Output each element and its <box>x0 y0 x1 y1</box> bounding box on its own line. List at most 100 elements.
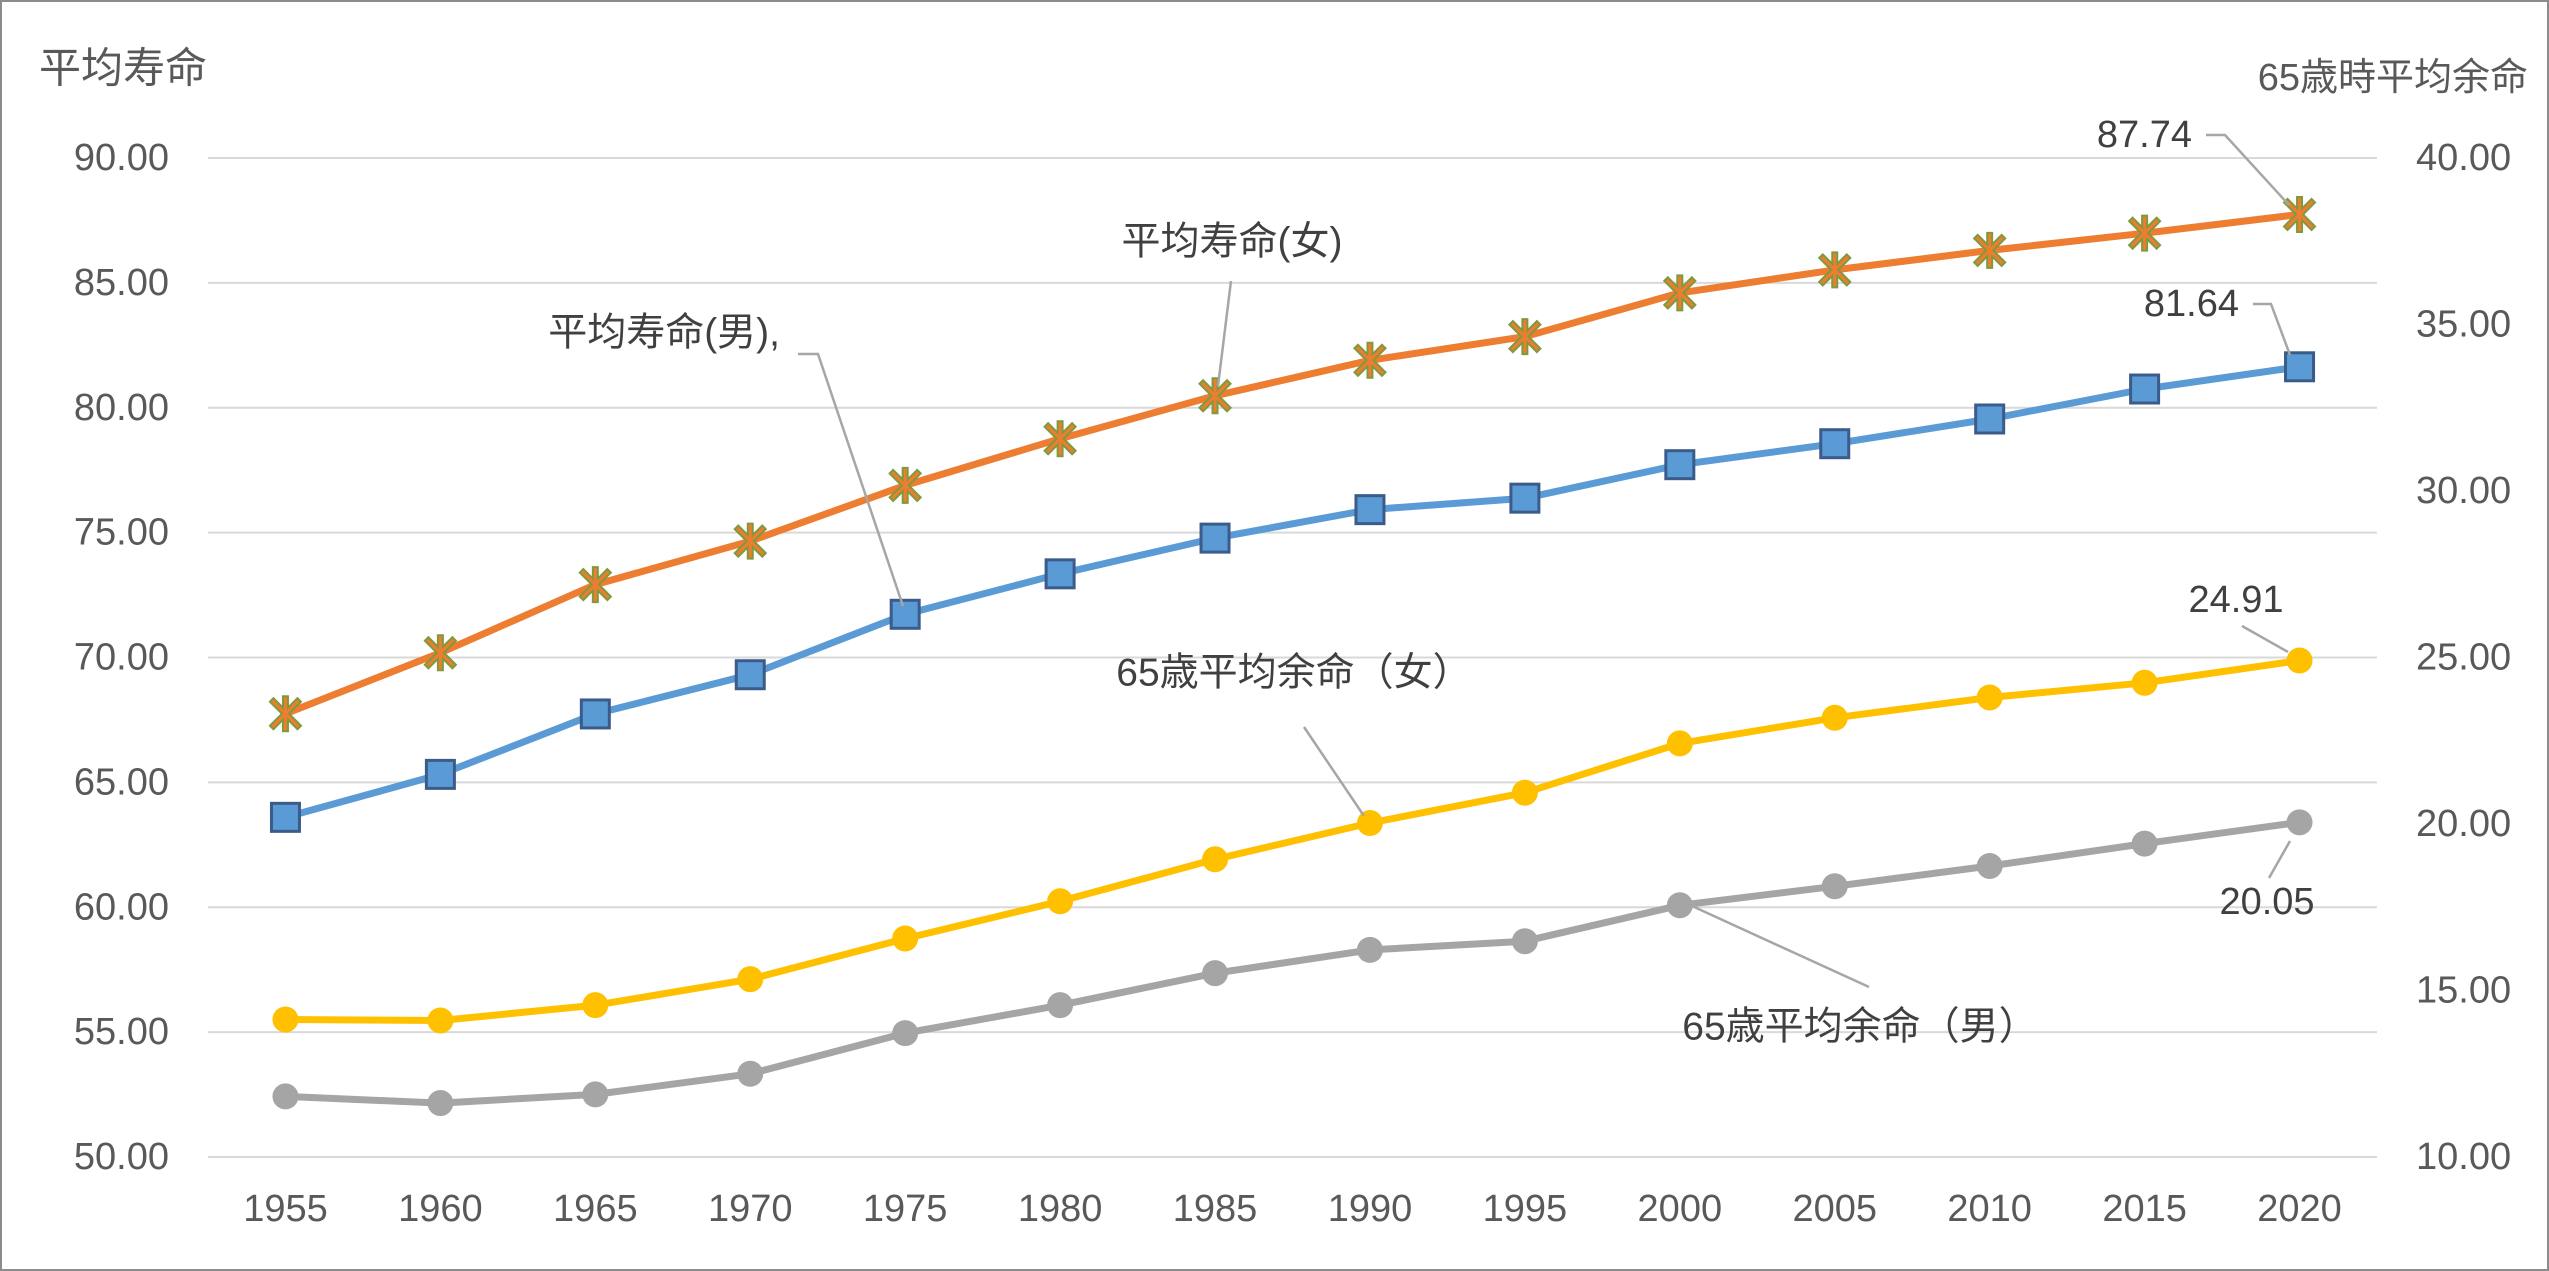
left-axis-tick-labels: 90.00 85.00 80.00 75.00 70.00 65.00 60.00 55.00… <box>74 137 169 1178</box>
data-point-s2-1990 <box>1353 341 1387 379</box>
data-label-male-life-2020: 81.64 <box>2144 283 2239 325</box>
y2-tick-label: 20.00 <box>2416 803 2511 845</box>
data-point-s2-1995 <box>1507 318 1542 356</box>
data-point-s4-1995 <box>1511 928 1538 955</box>
y-tick-label: 80.00 <box>74 387 169 429</box>
series-line-2 <box>282 210 2303 718</box>
x-tick-label: 1980 <box>1018 1188 1103 1230</box>
data-point-s2-2010 <box>1972 231 2007 269</box>
data-label-female-65-2020: 24.91 <box>2188 579 2283 621</box>
data-point-s1-2005 <box>1819 428 1851 460</box>
gridlines <box>208 157 2377 1158</box>
x-tick-label: 1990 <box>1328 1188 1413 1230</box>
data-point-s1-1965 <box>579 698 611 730</box>
series-line-3 <box>282 657 2303 1024</box>
right-axis-tick-labels: 40.00 35.00 30.00 25.00 20.00 15.00 10.00 <box>2416 137 2511 1178</box>
data-point-s1-2000 <box>1664 449 1696 481</box>
data-point-s1-1955 <box>269 801 301 833</box>
data-label-leader-male-65 <box>2267 840 2292 879</box>
y-tick-label: 90.00 <box>74 137 169 179</box>
data-point-s4-1955 <box>272 1083 299 1110</box>
data-point-s1-1960 <box>424 758 456 790</box>
y2-tick-label: 40.00 <box>2416 137 2511 179</box>
x-tick-label: 1975 <box>863 1188 948 1230</box>
y2-tick-label: 35.00 <box>2416 304 2511 346</box>
data-labels: 87.74 81.64 24.91 20.05 <box>2097 114 2315 923</box>
x-tick-label: 2015 <box>2102 1188 2187 1230</box>
data-point-s1-1985 <box>1199 522 1231 554</box>
callout-leader-male-65 <box>1691 904 1870 989</box>
data-point-s2-1980 <box>1043 420 1078 458</box>
data-point-s4-1990 <box>1356 936 1383 963</box>
data-point-s3-1990 <box>1356 810 1383 837</box>
data-point-s3-1965 <box>582 992 609 1019</box>
y-tick-label: 85.00 <box>74 262 169 304</box>
data-point-s1-2020 <box>2284 351 2316 383</box>
data-point-s3-2000 <box>1666 730 1693 757</box>
data-point-s3-1975 <box>892 925 919 952</box>
data-point-s1-1970 <box>734 659 766 691</box>
data-point-s1-2010 <box>1974 403 2006 435</box>
data-point-s1-1975 <box>889 598 921 630</box>
data-point-s4-2005 <box>1821 873 1848 900</box>
y-tick-label: 70.00 <box>74 637 169 679</box>
x-tick-label: 2000 <box>1638 1188 1723 1230</box>
x-tick-label: 1970 <box>708 1188 793 1230</box>
callout-leader-female-life <box>1216 280 1233 387</box>
data-point-s2-2020 <box>2282 195 2317 233</box>
data-point-s4-2020 <box>2286 809 2313 836</box>
data-label-leader-female-65 <box>2241 624 2289 654</box>
callout-leader-male-life <box>798 352 905 607</box>
series-line-4 <box>282 818 2303 1107</box>
data-point-s2-2015 <box>2127 214 2162 252</box>
y2-tick-label: 15.00 <box>2416 970 2511 1012</box>
x-tick-label: 1955 <box>243 1188 328 1230</box>
data-point-s4-1985 <box>1202 960 1229 987</box>
y2-tick-label: 30.00 <box>2416 470 2511 512</box>
series-layer <box>268 195 2317 1117</box>
data-label-female-life-2020: 87.74 <box>2097 114 2192 156</box>
data-point-s3-1985 <box>1202 846 1229 873</box>
data-point-s4-1970 <box>737 1060 764 1087</box>
series-2 <box>268 195 2317 733</box>
data-point-s4-2015 <box>2131 830 2158 857</box>
series-callouts: 平均寿命(男), 平均寿命(女) 65歳平均余命（女） 65歳平均余命（男） <box>548 221 2038 1049</box>
data-point-s3-1995 <box>1511 779 1538 806</box>
data-point-s2-1965 <box>578 566 613 604</box>
x-axis-tick-labels: 1955 1960 1965 1970 1975 1980 1985 1990 1995 2000… <box>243 1188 2342 1230</box>
data-point-s1-2015 <box>2129 373 2161 405</box>
series-4 <box>272 809 2313 1117</box>
series-callout-female-65: 65歳平均余命（女） <box>1116 652 1471 695</box>
data-point-s2-1975 <box>888 466 923 504</box>
y-tick-label: 60.00 <box>74 886 169 928</box>
data-label-leader-male-life <box>2253 302 2292 356</box>
data-point-s2-1970 <box>733 522 768 560</box>
data-point-s2-2000 <box>1662 274 1697 312</box>
series-1 <box>269 351 2316 833</box>
series-callout-male-65: 65歳平均余命（男） <box>1682 1006 2037 1049</box>
data-point-s1-1980 <box>1044 558 1076 590</box>
series-3 <box>272 647 2313 1034</box>
data-point-s1-1995 <box>1509 482 1541 514</box>
data-label-male-65-2020: 20.05 <box>2219 881 2314 923</box>
x-tick-label: 1965 <box>553 1188 638 1230</box>
data-point-s1-1990 <box>1354 494 1386 526</box>
data-point-s4-1975 <box>892 1020 919 1047</box>
data-point-s3-2020 <box>2286 647 2313 674</box>
series-line-1 <box>282 363 2303 821</box>
x-tick-label: 2020 <box>2257 1188 2342 1230</box>
data-point-s3-1970 <box>737 966 764 993</box>
data-point-s3-1955 <box>272 1006 299 1033</box>
y-tick-label: 50.00 <box>74 1136 169 1178</box>
x-tick-label: 2010 <box>1947 1188 2032 1230</box>
data-point-s2-1960 <box>423 634 458 672</box>
y-axis-title: 平均寿命 <box>39 45 207 92</box>
data-point-s4-2000 <box>1666 892 1693 919</box>
callout-leader-female-65 <box>1302 726 1366 817</box>
x-tick-label: 1960 <box>398 1188 483 1230</box>
y-tick-label: 75.00 <box>74 512 169 554</box>
data-point-s4-1960 <box>427 1090 454 1117</box>
y2-axis-title: 65歳時平均余命 <box>2258 57 2528 99</box>
